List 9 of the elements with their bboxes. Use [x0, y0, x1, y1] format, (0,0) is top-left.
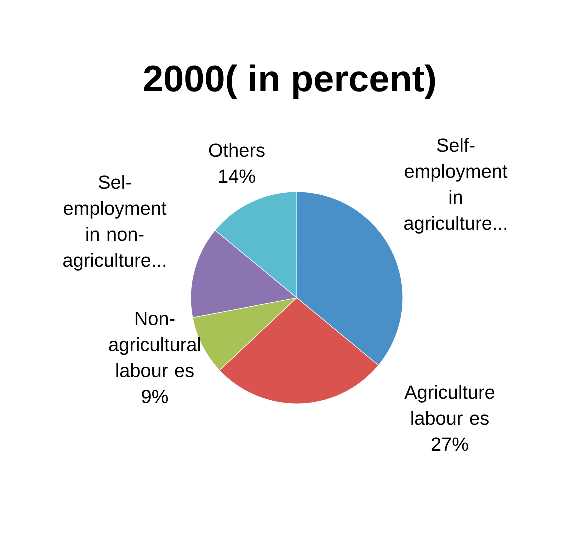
slice-label: Others — [209, 143, 265, 158]
data-label: 9% — [142, 390, 168, 404]
chart-title: 2000( in percent) — [144, 64, 436, 100]
slice-label: Sel-employment in non-agriculture... — [64, 175, 167, 271]
data-label: 27% — [432, 438, 468, 452]
data-label: 14% — [219, 170, 256, 184]
slice-label: Agriculture labour es — [404, 385, 495, 426]
slice-label: Non-agricultural labour es — [109, 312, 200, 378]
slice-label: Self-employment in agriculture... — [404, 138, 508, 234]
